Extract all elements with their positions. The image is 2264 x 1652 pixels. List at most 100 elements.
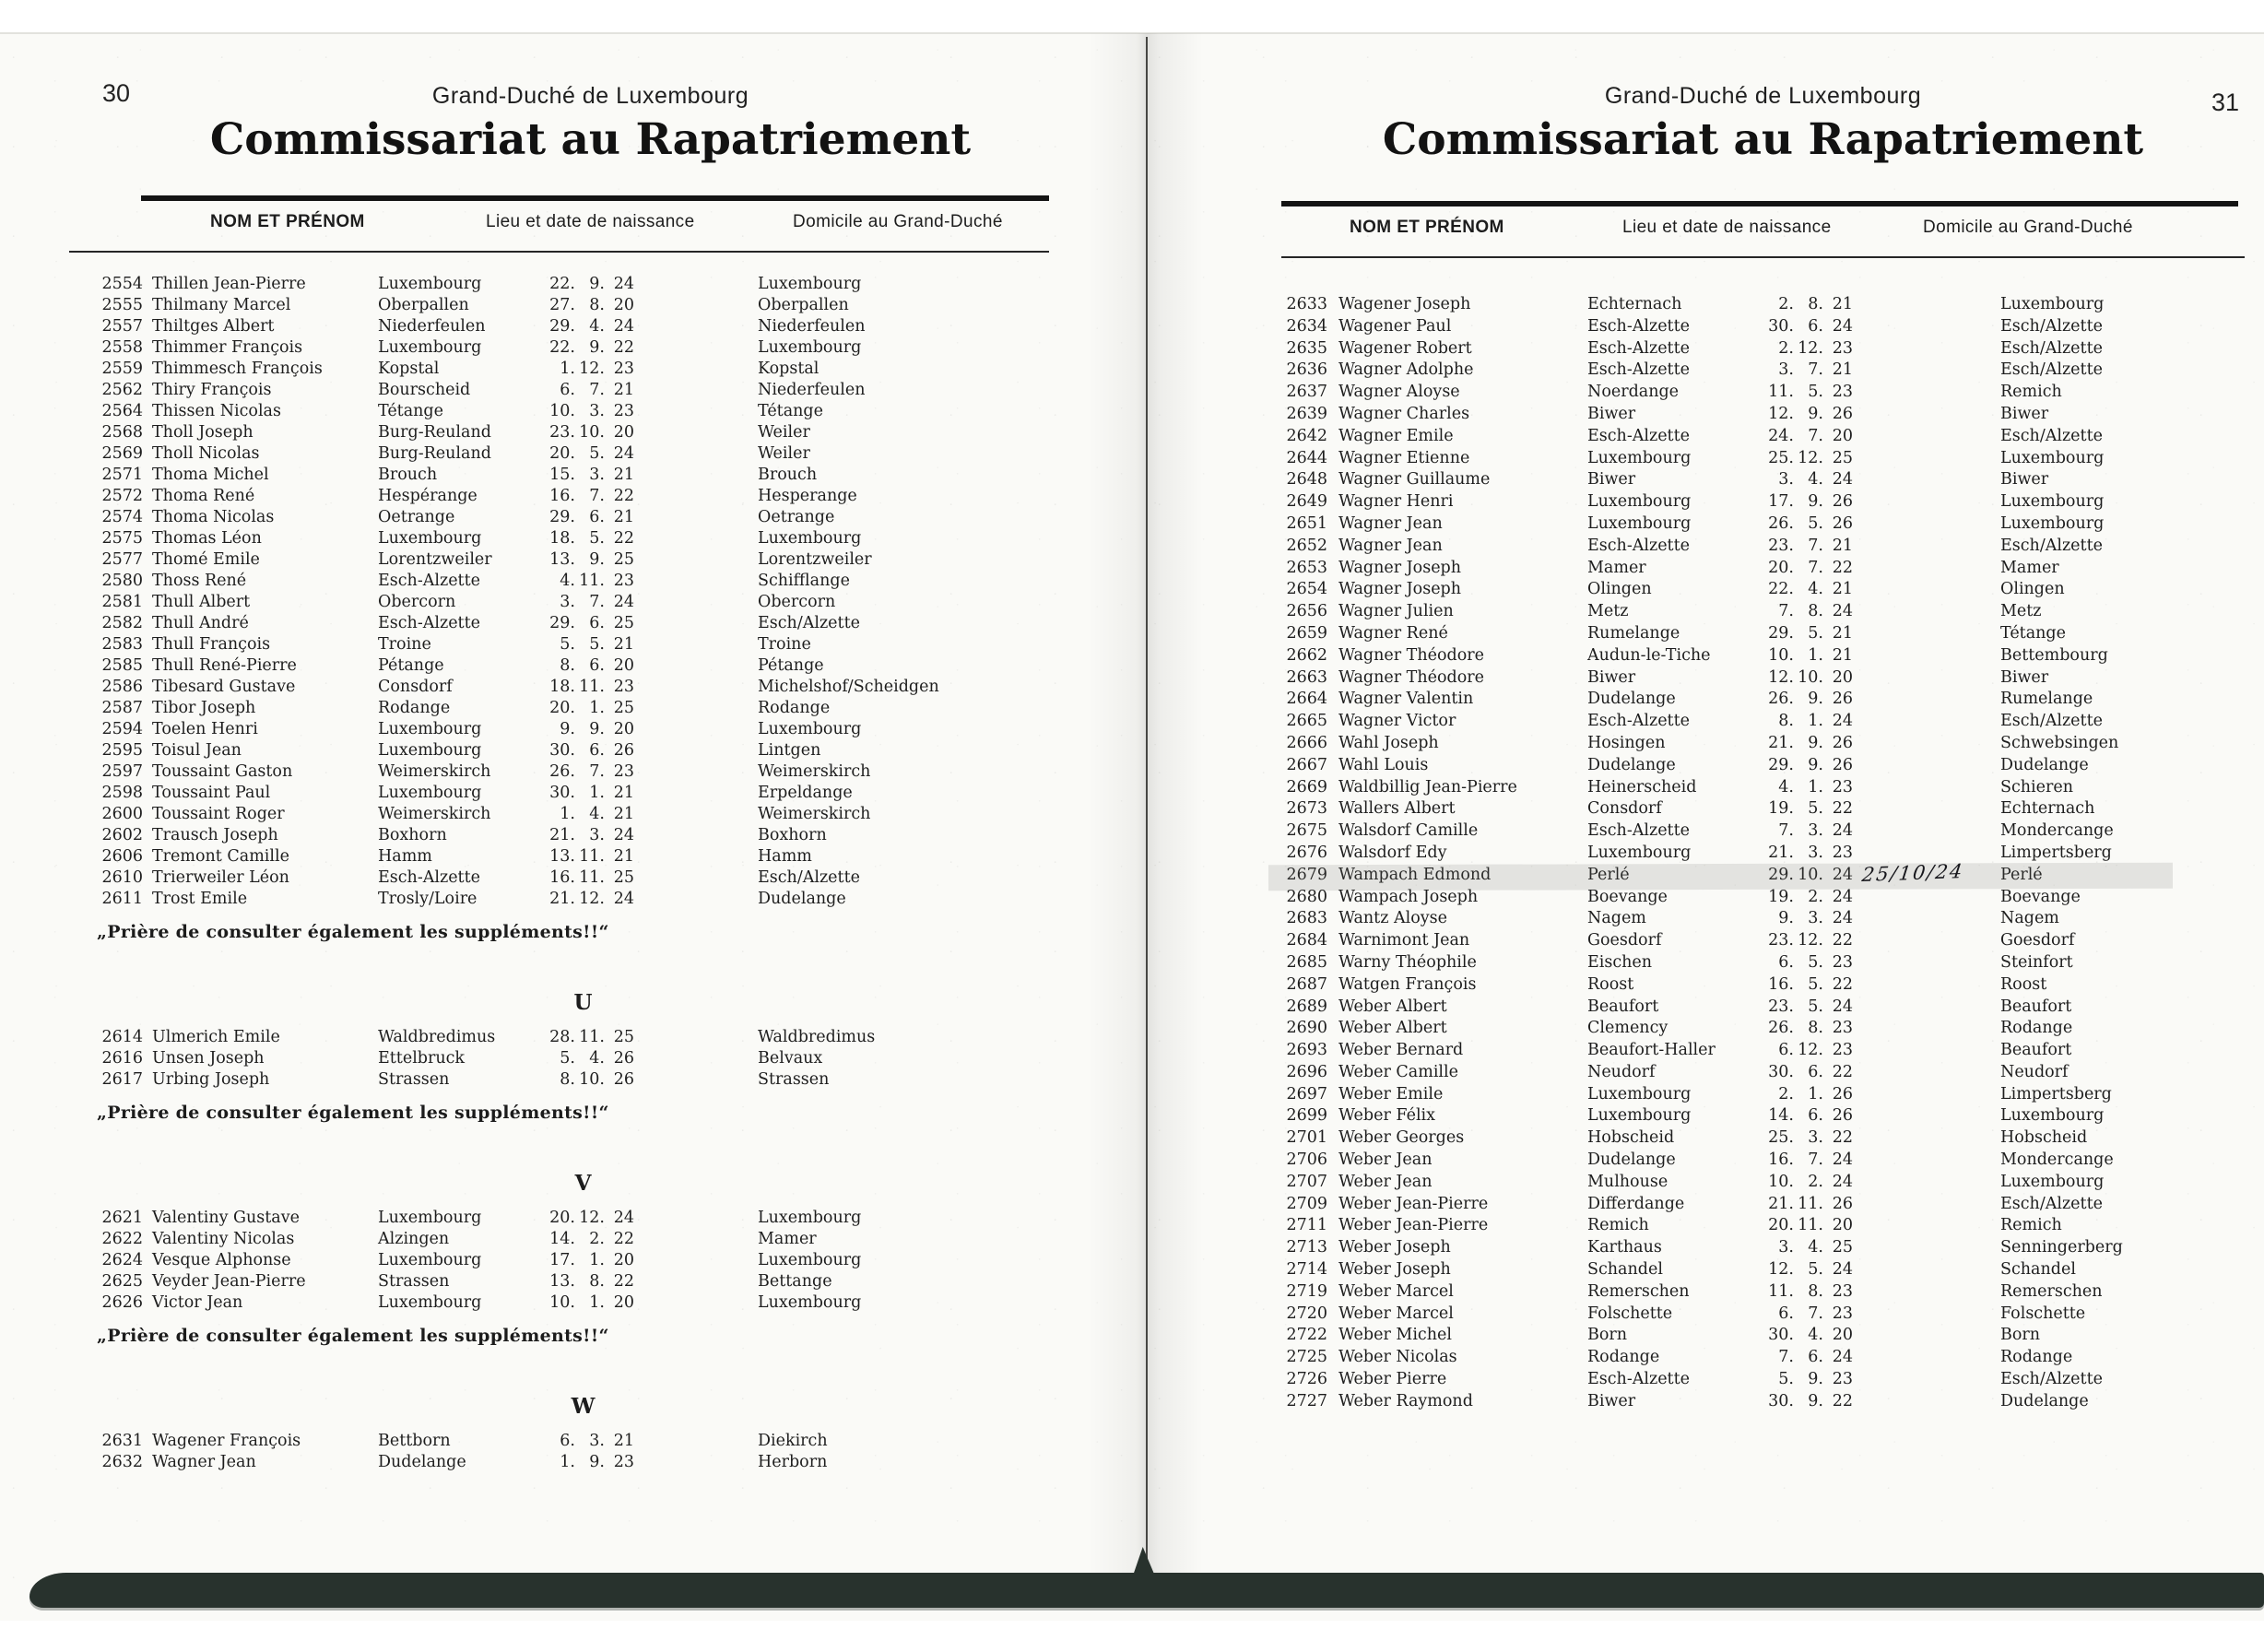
entry-number: 2571 xyxy=(101,466,143,484)
entry-number: 2594 xyxy=(101,720,143,738)
entry-birthdate: 131121 xyxy=(544,847,636,866)
column-header-name: NOM ET PRÉNOM xyxy=(210,212,365,231)
letter-section: V 2621 Valentiny Gustave Luxembourg 201224 L… xyxy=(69,1171,1060,1346)
entry-birthdate: 281125 xyxy=(544,1028,636,1046)
entry-domicile: Lintgen xyxy=(758,741,821,760)
entry-birthplace: Mamer xyxy=(1587,558,1646,577)
entry-birthplace: Burg-Reuland xyxy=(378,423,491,442)
entry-name: Walsdorf Edy xyxy=(1338,843,1447,862)
entry-name: Wampach Edmond xyxy=(1338,865,1492,884)
entry-birthdate: 30624 xyxy=(1763,317,1864,336)
entry-birthplace: Remich xyxy=(1587,1216,1649,1235)
entry-domicile: Niederfeulen xyxy=(758,317,866,336)
entry-name: Wagner Emile xyxy=(1338,426,1454,445)
entry-name: Wagner Henri xyxy=(1338,492,1454,512)
table-row: 2679 Wampach Edmond Perlé 29102425/10/24 Per… xyxy=(1281,860,2245,888)
entry-number: 2558 xyxy=(101,338,143,357)
entry-birthdate: 231222 xyxy=(1763,931,1864,950)
entry-number: 2602 xyxy=(101,826,143,844)
section-rows: 2614 Ulmerich Emile Waldbredimus 281125 Wald… xyxy=(69,1028,1060,1092)
table-row: 2572 Thoma René Hespérange 16722 Hesperange xyxy=(69,487,1060,508)
entry-domicile: Herborn xyxy=(758,1453,828,1471)
entry-birthplace: Differdange xyxy=(1587,1194,1685,1213)
entry-domicile: Luxembourg xyxy=(758,338,862,357)
entry-domicile: Mondercange xyxy=(2000,821,2114,841)
column-header-name: NOM ET PRÉNOM xyxy=(1350,218,1504,237)
entry-name: Thoma Michel xyxy=(152,466,269,484)
table-row: 2666 Wahl Joseph Hosingen 21926 Schwebsingen xyxy=(1281,734,2245,756)
entry-domicile: Mamer xyxy=(758,1230,817,1248)
entry-birthdate: 11523 xyxy=(1763,383,1864,401)
entry-domicile: Limpertsberg xyxy=(2000,843,2112,862)
entry-domicile: Bettange xyxy=(758,1272,832,1291)
entry-birthplace: Esch-Alzette xyxy=(1587,821,1690,841)
entry-name: Wagner Théodore xyxy=(1338,667,1484,687)
entry-birthplace: Esch-Alzette xyxy=(1587,338,1690,358)
entry-number: 2559 xyxy=(101,360,143,378)
entry-number: 2664 xyxy=(1286,690,1327,709)
table-row: 2697 Weber Emile Luxembourg 2126 Limpertsber… xyxy=(1281,1085,2245,1107)
entry-number: 2719 xyxy=(1286,1281,1327,1301)
table-row: 2557 Thiltges Albert Niederfeulen 29424 Nied… xyxy=(69,317,1060,338)
entry-name: Toussaint Paul xyxy=(152,784,271,802)
entry-domicile: Esch/Alzette xyxy=(2000,360,2103,380)
entry-number: 2624 xyxy=(101,1251,143,1269)
entry-birthplace: Rodange xyxy=(1587,1348,1660,1367)
entry-number: 2659 xyxy=(1286,623,1327,643)
entry-birthdate: 23721 xyxy=(1763,537,1864,555)
entry-number: 2687 xyxy=(1286,974,1327,994)
table-row: 2722 Weber Michel Born 30420 Born xyxy=(1281,1326,2245,1348)
entry-birthplace: Esch-Alzette xyxy=(1587,536,1690,555)
entry-birthplace: Neudorf xyxy=(1587,1062,1656,1081)
entry-name: Thiry François xyxy=(152,381,272,399)
entry-name: Trost Emile xyxy=(152,890,248,908)
entry-birthdate: 2821 xyxy=(1763,295,1864,313)
entry-number: 2684 xyxy=(1286,931,1327,950)
entry-birthplace: Eischen xyxy=(1587,952,1653,972)
header-rule-thin xyxy=(69,251,1049,253)
entry-number: 2572 xyxy=(101,487,143,505)
header-rule-thin xyxy=(1281,256,2245,258)
table-row: 2727 Weber Raymond Biwer 30922 Dudelange xyxy=(1281,1392,2245,1414)
table-row: 2665 Wagner Victor Esch-Alzette 8124 Esch/Al… xyxy=(1281,712,2245,734)
entry-birthdate: 11223 xyxy=(544,360,636,378)
entry-number: 2680 xyxy=(1286,887,1327,906)
entry-birthdate: 6723 xyxy=(1763,1304,1864,1323)
page-title: Commissariat au Rapatriement xyxy=(209,114,972,165)
entry-birthdate: 5426 xyxy=(544,1049,636,1068)
table-row: 2626 Victor Jean Luxembourg 10120 Luxembourg xyxy=(69,1293,1060,1315)
entry-birthdate: 6321 xyxy=(544,1432,636,1450)
entry-birthplace: Metz xyxy=(1587,602,1629,621)
entry-name: Weber Jean-Pierre xyxy=(1338,1194,1489,1213)
entry-domicile: Oetrange xyxy=(758,508,835,526)
entry-number: 2648 xyxy=(1286,470,1327,490)
entry-birthplace: Mulhouse xyxy=(1587,1172,1669,1191)
entry-birthdate: 21323 xyxy=(1763,844,1864,862)
entry-number: 2713 xyxy=(1286,1238,1327,1257)
entry-name: Weber Joseph xyxy=(1338,1260,1451,1280)
entry-birthdate: 10323 xyxy=(544,402,636,420)
entry-domicile: Senningerberg xyxy=(2000,1238,2123,1257)
entry-number: 2631 xyxy=(101,1432,143,1450)
entry-name: Watgen François xyxy=(1338,974,1477,994)
entry-birthplace: Luxembourg xyxy=(1587,448,1692,467)
table-row: 2683 Wantz Aloyse Nagem 9324 Nagem xyxy=(1281,909,2245,931)
entry-domicile: Luxembourg xyxy=(2000,448,2105,467)
entry-name: Weber Bernard xyxy=(1338,1041,1464,1060)
entry-domicile: Esch/Alzette xyxy=(758,868,860,887)
entry-birthplace: Audun-le-Tiche xyxy=(1587,645,1711,665)
entry-name: Weber Jean-Pierre xyxy=(1338,1216,1489,1235)
entry-birthdate: 211126 xyxy=(1763,1195,1864,1213)
column-header-domicile: Domicile au Grand-Duché xyxy=(1923,218,2133,237)
entry-birthplace: Bettborn xyxy=(378,1432,451,1450)
entry-domicile: Luxembourg xyxy=(2000,1172,2105,1191)
entry-birthdate: 10120 xyxy=(544,1293,636,1312)
entry-domicile: Mondercange xyxy=(2000,1150,2114,1170)
entry-birthdate: 26526 xyxy=(1763,514,1864,533)
entry-domicile: Luxembourg xyxy=(2000,295,2105,313)
entry-number: 2581 xyxy=(101,593,143,611)
letter-section: 2554 Thillen Jean-Pierre Luxembourg 22924 Lu… xyxy=(69,275,1060,942)
entry-birthdate: 14626 xyxy=(1763,1106,1864,1125)
entry-birthdate: 21223 xyxy=(1763,339,1864,358)
scan-bottom-shadow-band xyxy=(29,1573,2264,1608)
